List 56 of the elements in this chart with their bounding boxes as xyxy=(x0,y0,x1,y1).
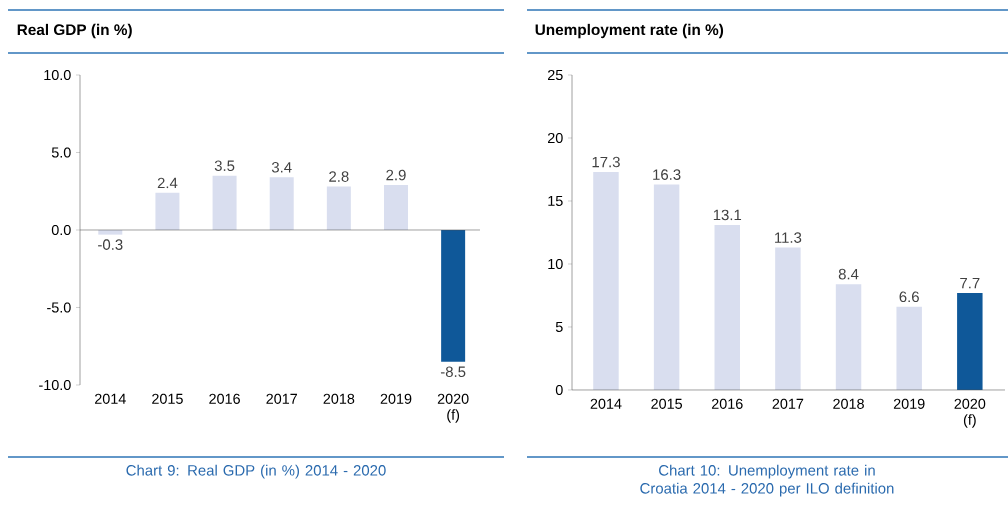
x-tick-label: 2020 (f) xyxy=(954,398,986,428)
data-label: -0.3 xyxy=(98,239,123,250)
x-tick-label: 2015 xyxy=(651,398,683,409)
data-label: -8.5 xyxy=(440,366,466,378)
x-tick-label: 2018 xyxy=(833,398,864,409)
bar xyxy=(384,185,408,230)
bar xyxy=(155,192,180,230)
data-label: 17.3 xyxy=(592,156,620,168)
data-label: 6.6 xyxy=(899,291,919,303)
x-tick-label: 2014 xyxy=(95,393,126,404)
x-tick-label: 2019 xyxy=(893,398,925,409)
y-tick-label: 10.0 xyxy=(44,69,71,81)
bar xyxy=(957,292,983,390)
bar xyxy=(896,306,922,390)
bar xyxy=(593,172,619,390)
bar xyxy=(653,184,680,390)
x-tick-label: 2014 xyxy=(590,398,622,409)
y-tick-label: 25 xyxy=(548,69,563,81)
data-label: 3.5 xyxy=(214,160,235,172)
x-tick-label: 2019 xyxy=(380,393,412,404)
bar xyxy=(326,186,351,230)
y-tick-label: 0 xyxy=(555,384,563,396)
chart-title: Real GDP (in %) xyxy=(17,23,132,39)
y-tick-label: 0.0 xyxy=(51,224,71,236)
data-label: 2.4 xyxy=(157,177,178,189)
bar xyxy=(775,247,801,390)
bar xyxy=(835,284,862,390)
data-label: 13.1 xyxy=(713,209,742,221)
x-tick-label: 2016 xyxy=(209,393,240,404)
bar xyxy=(269,177,294,230)
x-tick-label: 2015 xyxy=(152,393,183,404)
x-tick-label: 2018 xyxy=(323,393,355,404)
caption: Chart 9: Real GDP (in %) 2014 - 2020 xyxy=(126,464,386,479)
y-tick-label: 15 xyxy=(548,195,563,207)
y-tick-label: -5.0 xyxy=(47,302,71,313)
data-label: 3.4 xyxy=(271,162,292,173)
bar xyxy=(714,224,740,390)
bar xyxy=(441,229,466,362)
x-tick-label: 2016 xyxy=(711,398,743,409)
data-label: 11.3 xyxy=(775,232,802,243)
chart-title: Unemployment rate (in %) xyxy=(535,23,724,39)
y-tick-label: 5.0 xyxy=(51,147,71,158)
data-label: 7.7 xyxy=(960,277,980,289)
y-tick-label: 20 xyxy=(548,132,563,144)
data-label: 16.3 xyxy=(653,169,681,180)
x-tick-label: 2017 xyxy=(772,398,804,409)
caption: Chart 10: Unemployment rate in Croatia 2014 - 2020 per ILO definition xyxy=(640,464,894,497)
y-tick-label: 10 xyxy=(548,258,563,270)
y-tick-label: 5 xyxy=(555,321,563,333)
data-label: 8.4 xyxy=(838,268,859,280)
y-tick-label: -10.0 xyxy=(39,379,71,391)
data-label: 2.8 xyxy=(329,171,349,182)
data-label: 2.9 xyxy=(386,169,406,181)
bar xyxy=(212,175,237,230)
x-tick-label: 2020 (f) xyxy=(437,393,469,423)
x-tick-label: 2017 xyxy=(266,393,298,404)
